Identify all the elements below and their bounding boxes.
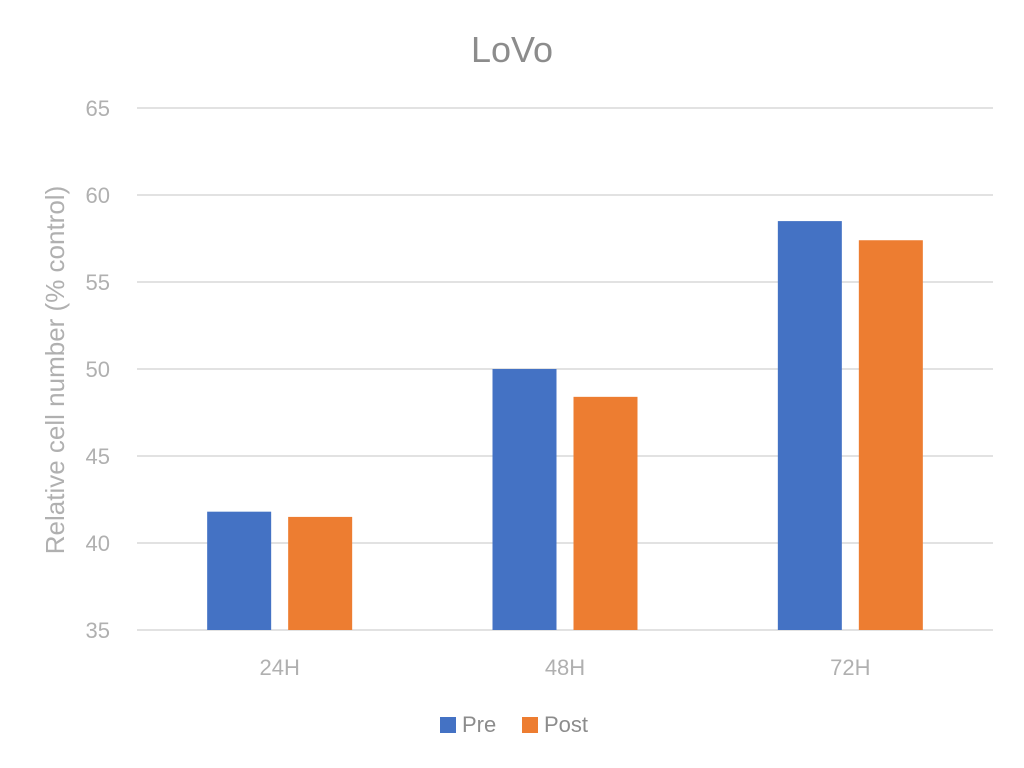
x-tick-label: 24H (259, 655, 299, 680)
y-tick-label: 60 (86, 183, 110, 208)
y-tick-label: 45 (86, 444, 110, 469)
bar-pre-72h (777, 221, 842, 630)
y-tick-label: 35 (86, 618, 110, 643)
legend-swatch-post (522, 717, 538, 733)
y-tick-label: 55 (86, 270, 110, 295)
bar-post-48h (573, 396, 638, 630)
legend: Pre Post (440, 712, 588, 737)
y-tick-label: 65 (86, 96, 110, 121)
y-axis-label: Relative cell number (% control) (40, 186, 70, 554)
chart-title: LoVo (471, 29, 553, 70)
x-tick-labels: 24H 48H 72H (259, 655, 870, 680)
y-tick-label: 40 (86, 531, 110, 556)
y-tick-label: 50 (86, 357, 110, 382)
x-tick-label: 48H (545, 655, 585, 680)
bar-post-72h (858, 240, 923, 631)
bar-pre-48h (492, 369, 557, 630)
gridlines (137, 107, 993, 631)
legend-label-post: Post (544, 712, 588, 737)
y-tick-labels: 35 40 45 50 55 60 65 (86, 96, 110, 643)
bar-post-24h (288, 516, 353, 630)
bars (207, 221, 923, 631)
bar-pre-24h (207, 511, 272, 630)
legend-label-pre: Pre (462, 712, 496, 737)
x-tick-label: 72H (830, 655, 870, 680)
legend-swatch-pre (440, 717, 456, 733)
